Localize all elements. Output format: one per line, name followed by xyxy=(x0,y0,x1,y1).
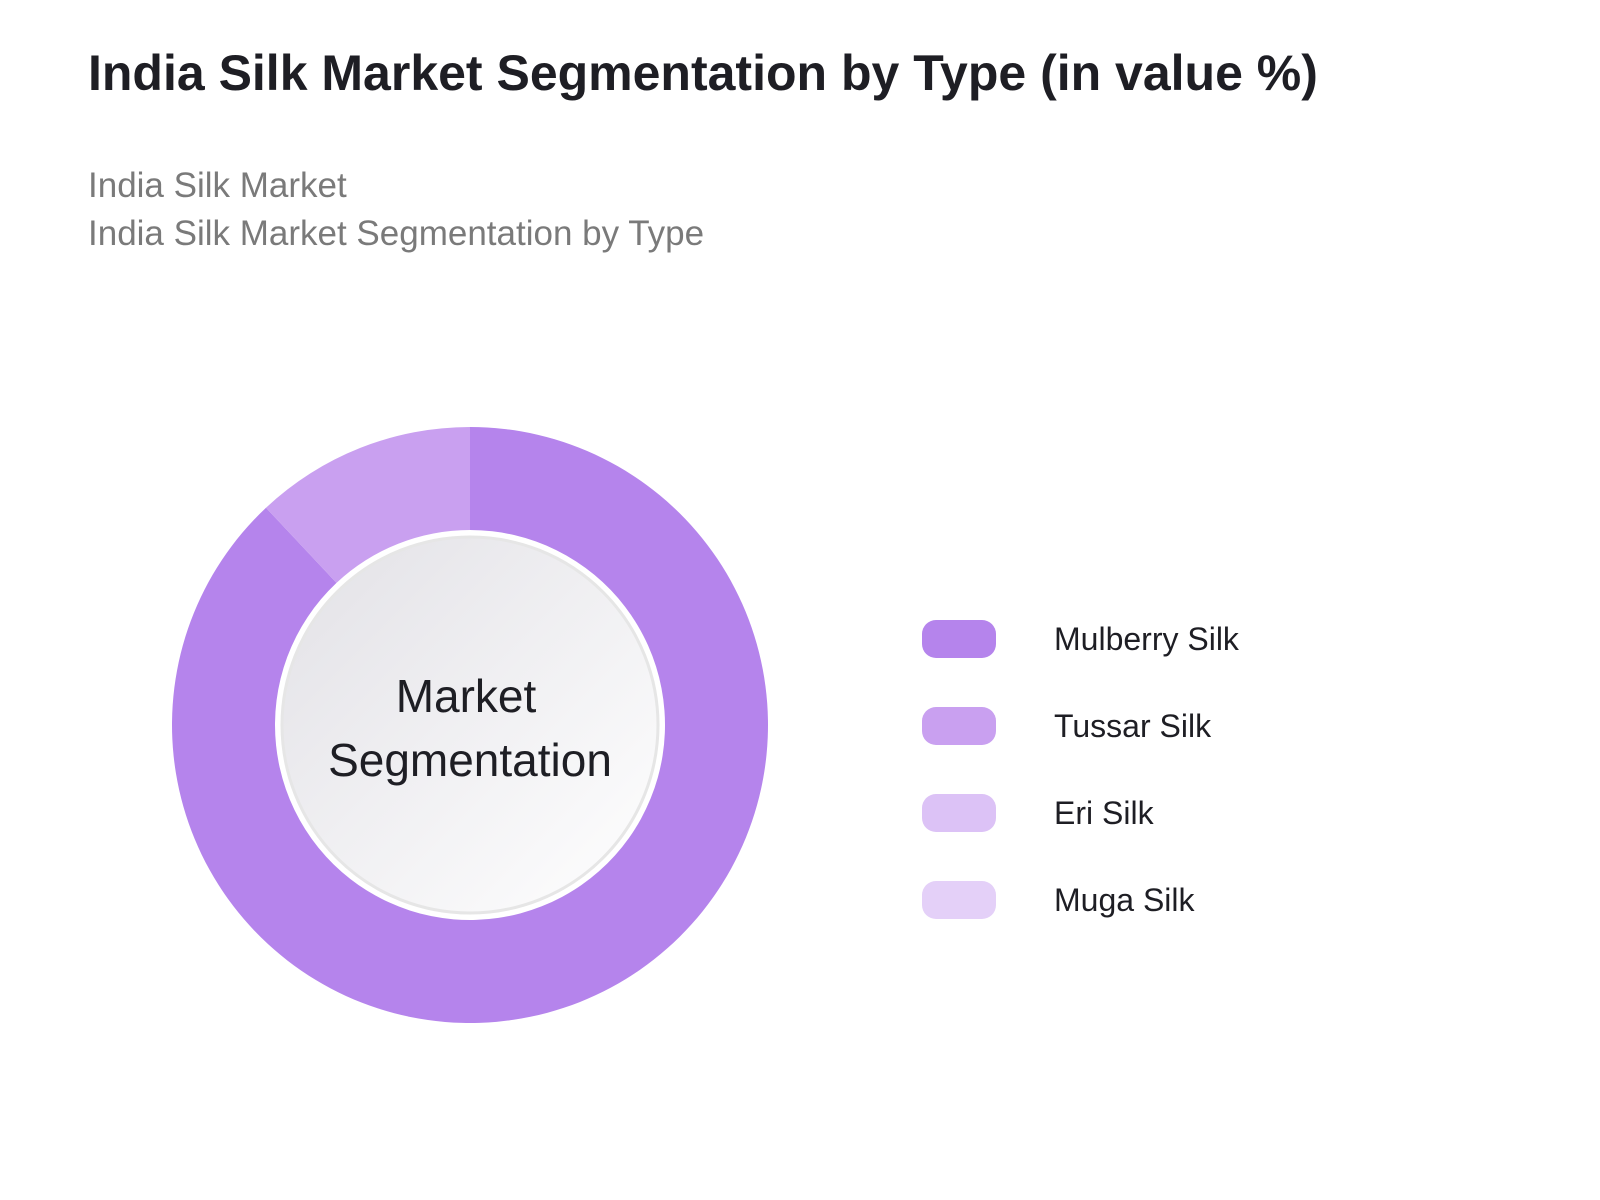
legend-label: Mulberry Silk xyxy=(1054,621,1239,657)
donut-slice-mulberry-silk xyxy=(172,427,768,1023)
legend-label: Muga Silk xyxy=(1054,882,1195,918)
legend-swatch xyxy=(922,620,996,658)
legend-item-tussar-silk: Tussar Silk xyxy=(922,707,1342,745)
legend-swatch xyxy=(922,794,996,832)
chart-subtitle-segmentation: India Silk Market Segmentation by Type xyxy=(88,214,705,253)
chart-title: India Silk Market Segmentation by Type (… xyxy=(88,45,1318,101)
donut-slice-tussar-silk xyxy=(266,427,470,583)
legend-label: Eri Silk xyxy=(1054,795,1154,831)
center-label-line-1: Market xyxy=(396,670,537,722)
donut-slices xyxy=(172,427,768,1023)
donut-center-disc xyxy=(280,535,660,915)
chart-subtitle-market: India Silk Market xyxy=(88,166,347,205)
legend-swatch xyxy=(922,707,996,745)
legend-item-muga-silk: Muga Silk xyxy=(922,881,1342,919)
legend-swatch xyxy=(922,881,996,919)
center-label-line-2: Segmentation xyxy=(328,734,612,786)
legend-label: Tussar Silk xyxy=(1054,708,1212,744)
legend-item-eri-silk: Eri Silk xyxy=(922,794,1342,832)
legend-item-mulberry-silk: Mulberry Silk xyxy=(922,620,1342,658)
